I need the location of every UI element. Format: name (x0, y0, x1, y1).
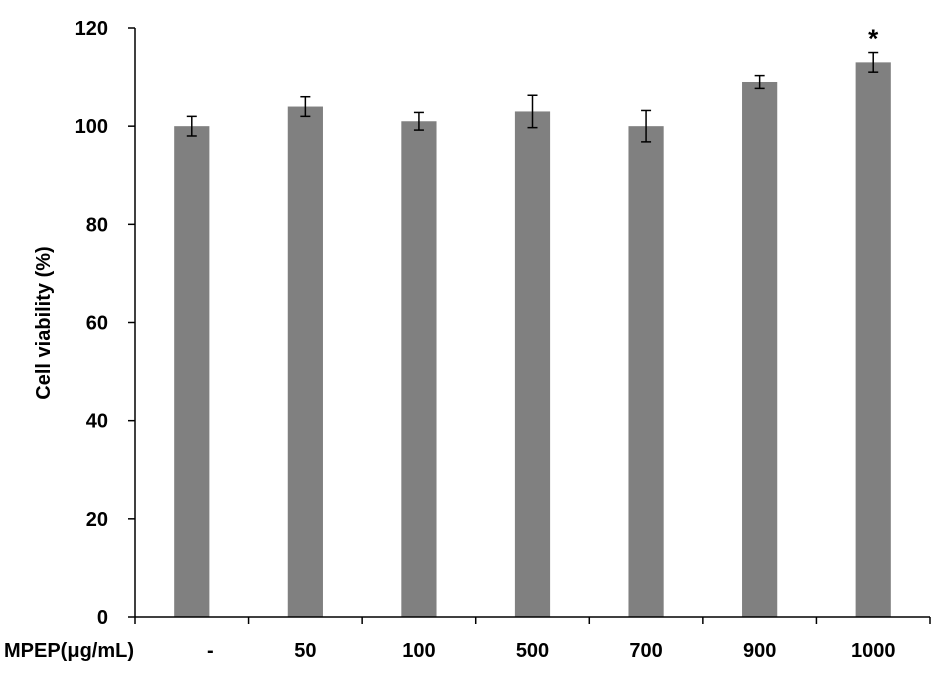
significance-marker: * (868, 24, 879, 54)
x-tick-label: 1000 (851, 640, 896, 662)
error-bars-group (186, 51, 879, 143)
y-tick-label: 40 (86, 411, 108, 433)
x-axis-label: MPEP(μg/mL) (4, 640, 134, 662)
bars-group (174, 62, 891, 618)
y-tick-label: 100 (75, 116, 108, 138)
y-tick-label: 0 (97, 607, 108, 629)
bar (287, 106, 323, 618)
x-tick-label: 900 (743, 640, 776, 662)
bar (174, 126, 210, 618)
bar (514, 111, 551, 618)
x-tick-label: - (207, 640, 214, 662)
x-ticks-group: - 50 100 500 700 900 1000 (134, 617, 931, 662)
bar (742, 81, 778, 617)
x-tick-label: 500 (516, 640, 549, 662)
bar (855, 62, 891, 617)
y-tick-label: 120 (75, 18, 108, 40)
x-tick-label: 50 (294, 640, 316, 662)
y-axis-label: Cell viability (%) (33, 246, 55, 399)
y-ticks-group: 0 20 40 60 80 100 120 (75, 18, 135, 629)
bar (628, 126, 664, 618)
x-tick-label: 700 (629, 640, 662, 662)
y-tick-label: 80 (86, 214, 108, 236)
annotations-group: * (868, 24, 879, 54)
y-tick-label: 20 (86, 509, 108, 531)
bar (401, 121, 437, 617)
y-tick-label: 60 (86, 313, 108, 335)
x-tick-label: 100 (402, 640, 435, 662)
